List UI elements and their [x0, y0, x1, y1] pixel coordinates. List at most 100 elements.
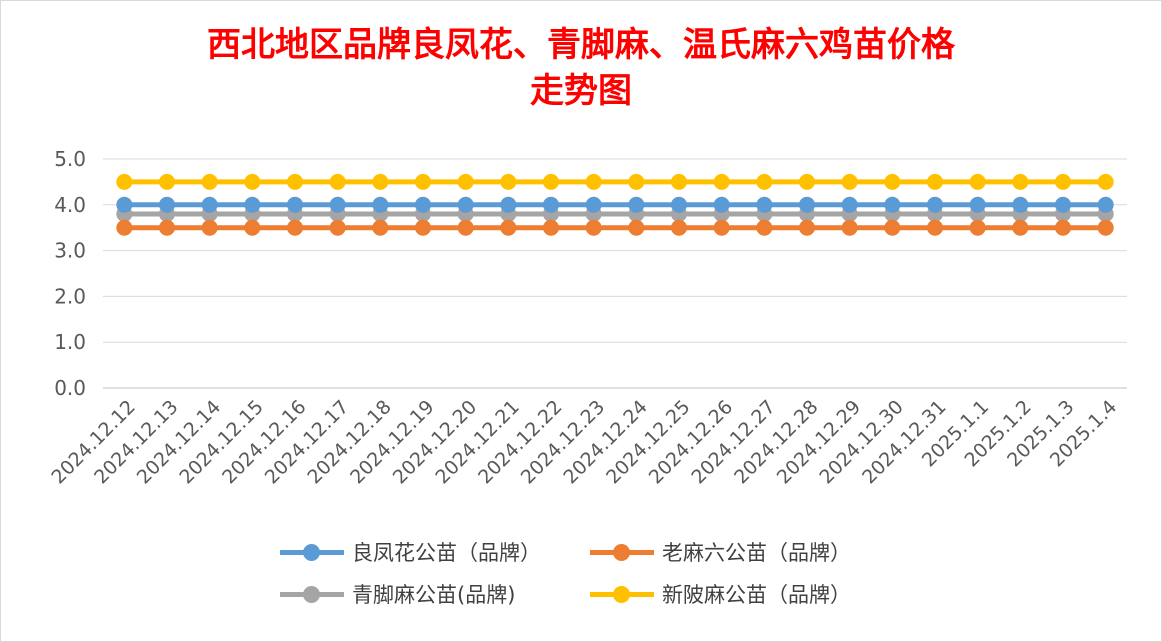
chart-title-line-1: 西北地区品牌良凤花、青脚麻、温氏麻六鸡苗价格	[207, 25, 955, 65]
data-point	[756, 173, 773, 190]
data-point	[841, 219, 858, 236]
data-point	[927, 173, 943, 190]
data-point	[159, 173, 175, 190]
data-point	[457, 196, 474, 213]
data-point	[457, 219, 474, 236]
data-point	[500, 173, 517, 190]
data-point	[543, 219, 559, 236]
data-point	[1097, 219, 1114, 236]
data-point	[1012, 219, 1029, 236]
data-point	[841, 173, 858, 190]
legend-swatch	[590, 582, 654, 606]
data-point	[244, 173, 261, 190]
data-point	[1055, 196, 1071, 213]
data-point	[884, 196, 901, 213]
data-point	[585, 219, 602, 236]
data-point	[1097, 173, 1114, 190]
data-point	[1055, 173, 1071, 190]
legend-label: 老麻六公苗（品牌）	[662, 541, 851, 565]
legend-marker	[303, 586, 320, 603]
data-point	[116, 219, 133, 236]
y-tick-label: 1.0	[54, 330, 86, 354]
data-point	[287, 219, 303, 236]
data-point	[713, 196, 730, 213]
legend-marker	[613, 586, 630, 603]
data-point	[116, 173, 133, 190]
data-point	[671, 219, 687, 236]
data-point	[628, 196, 645, 213]
y-tick-label: 4.0	[54, 193, 86, 217]
legend-swatch	[280, 540, 344, 564]
data-point	[543, 196, 559, 213]
legend-label: 良凤花公苗（品牌）	[352, 541, 541, 565]
data-point	[756, 196, 773, 213]
y-tick-label: 3.0	[54, 239, 86, 263]
data-point	[969, 219, 986, 236]
data-point	[415, 219, 431, 236]
data-point	[159, 219, 175, 236]
data-point	[372, 173, 389, 190]
data-point	[927, 219, 943, 236]
data-point	[201, 173, 218, 190]
data-point	[415, 173, 431, 190]
legend-label: 新陂麻公苗（品牌）	[662, 583, 851, 607]
data-point	[799, 173, 815, 190]
data-point	[287, 173, 303, 190]
data-point	[585, 173, 602, 190]
y-tick-label: 2.0	[54, 284, 86, 308]
data-point	[884, 219, 901, 236]
data-point	[628, 173, 645, 190]
data-point	[1012, 173, 1029, 190]
data-point	[799, 196, 815, 213]
data-point	[457, 173, 474, 190]
data-point	[372, 219, 389, 236]
legend: 良凤花公苗（品牌） 老麻六公苗（品牌） 青脚麻公苗(品牌) 新陂麻公苗（品牌）	[280, 540, 900, 607]
legend-item-lao-maliu[interactable]: 老麻六公苗（品牌）	[590, 540, 900, 565]
data-point	[116, 196, 133, 213]
chart-title-line-2: 走势图	[530, 71, 632, 111]
data-point	[628, 219, 645, 236]
data-point	[671, 173, 687, 190]
data-point	[201, 196, 218, 213]
legend-item-xinpima[interactable]: 新陂麻公苗（品牌）	[590, 582, 900, 607]
data-point	[159, 196, 175, 213]
data-point	[969, 173, 986, 190]
legend-marker	[303, 544, 320, 561]
legend-swatch	[590, 540, 654, 564]
legend-swatch	[280, 582, 344, 606]
chart-title: 西北地区品牌良凤花、青脚麻、温氏麻六鸡苗价格 走势图	[0, 22, 1162, 114]
data-point	[543, 173, 559, 190]
data-point	[927, 196, 943, 213]
legend-marker	[613, 544, 630, 561]
data-point	[244, 196, 261, 213]
data-point	[244, 219, 261, 236]
data-point	[969, 196, 986, 213]
data-point	[841, 196, 858, 213]
data-point	[671, 196, 687, 213]
data-point	[713, 219, 730, 236]
y-tick-label: 5.0	[54, 147, 86, 171]
data-point	[329, 219, 346, 236]
data-point	[799, 219, 815, 236]
legend-item-liangfenghua[interactable]: 良凤花公苗（品牌）	[280, 540, 590, 565]
data-point	[329, 196, 346, 213]
data-point	[329, 173, 346, 190]
data-point	[201, 219, 218, 236]
data-point	[713, 173, 730, 190]
data-point	[372, 196, 389, 213]
data-point	[1097, 196, 1114, 213]
y-tick-label: 0.0	[54, 376, 86, 400]
data-point	[884, 173, 901, 190]
data-point	[500, 196, 517, 213]
data-point	[756, 219, 773, 236]
data-point	[500, 219, 517, 236]
data-point	[287, 196, 303, 213]
data-point	[1055, 219, 1071, 236]
legend-label: 青脚麻公苗(品牌)	[352, 583, 516, 607]
data-point	[415, 196, 431, 213]
data-point	[585, 196, 602, 213]
legend-item-qingjiaoma[interactable]: 青脚麻公苗(品牌)	[280, 582, 590, 607]
data-point	[1012, 196, 1029, 213]
